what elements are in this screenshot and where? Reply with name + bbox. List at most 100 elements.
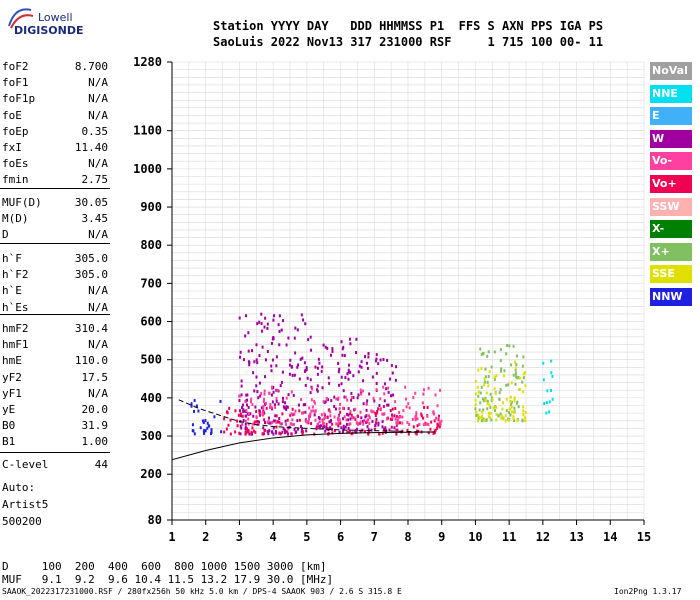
echo-point xyxy=(522,413,525,417)
echo-point xyxy=(321,422,324,426)
echo-point xyxy=(513,399,516,403)
echo-point xyxy=(391,413,394,417)
echo-point xyxy=(503,374,506,378)
echo-point xyxy=(353,408,356,412)
echo-point xyxy=(518,376,521,380)
echo-point xyxy=(301,356,304,360)
echo-point xyxy=(274,414,277,418)
legend-item-w: W xyxy=(650,129,692,148)
header-row-labels: Station YYYY DAY DDD HHMMSS P1 FFS S AXN… xyxy=(213,19,604,33)
echo-point xyxy=(516,354,519,358)
footer-file-info: SAAOK_2022317231000.RSF / 280fx256h 50 k… xyxy=(2,587,402,596)
echo-point xyxy=(405,397,408,401)
echo-point xyxy=(281,430,284,434)
echo-point xyxy=(432,431,435,435)
echo-point xyxy=(348,337,351,341)
echo-point xyxy=(310,422,313,426)
echo-point xyxy=(347,407,350,411)
echo-point xyxy=(481,397,484,401)
echo-point xyxy=(275,425,278,429)
echo-point xyxy=(264,375,267,379)
echo-point xyxy=(249,412,252,416)
echo-point xyxy=(505,409,508,413)
echo-point xyxy=(247,417,250,421)
echo-point xyxy=(482,399,485,403)
echo-point xyxy=(489,416,492,420)
echo-point xyxy=(495,412,498,416)
param-name: D xyxy=(2,228,9,242)
echo-point xyxy=(326,426,329,430)
echo-point xyxy=(281,400,284,404)
echo-point xyxy=(239,414,242,418)
echo-point xyxy=(484,399,487,403)
echo-point xyxy=(374,411,377,415)
echo-point xyxy=(283,406,286,410)
param-name: foE xyxy=(2,108,22,122)
echo-point xyxy=(524,416,527,420)
echo-point xyxy=(298,418,301,422)
echo-point xyxy=(263,428,266,432)
echo-point xyxy=(506,343,509,347)
param-row: h`F 305.0 xyxy=(2,252,108,266)
echo-point xyxy=(344,425,347,429)
echo-point xyxy=(354,430,357,434)
echo-point xyxy=(364,415,367,419)
echo-point xyxy=(545,401,548,405)
y-tick-label: 1000 xyxy=(133,162,162,176)
echo-point xyxy=(515,401,518,405)
param-name: B1 xyxy=(2,435,16,449)
echo-point xyxy=(349,409,352,413)
echo-point xyxy=(341,430,344,434)
echo-point xyxy=(238,431,241,435)
echo-point xyxy=(375,388,378,392)
param-row: hmE 110.0 xyxy=(2,354,108,368)
echo-point xyxy=(481,352,484,356)
echo-point xyxy=(206,421,209,425)
param-value: N/A xyxy=(88,386,108,400)
echo-point xyxy=(516,418,519,422)
echo-point xyxy=(387,386,390,390)
param-row: hmF2 310.4 xyxy=(2,322,108,336)
echo-point xyxy=(377,423,380,427)
echo-point xyxy=(356,414,359,418)
echo-point xyxy=(255,420,258,424)
echo-point xyxy=(509,413,512,417)
echo-point xyxy=(550,371,553,375)
echo-point xyxy=(308,406,311,410)
echo-point xyxy=(223,417,226,421)
echo-point xyxy=(480,385,483,389)
echo-point xyxy=(510,381,513,385)
echo-point xyxy=(375,421,378,425)
echo-point xyxy=(414,431,417,435)
echo-point xyxy=(516,376,519,380)
echo-point xyxy=(370,409,373,413)
param-value: N/A xyxy=(88,157,108,171)
echo-point xyxy=(304,383,307,387)
echo-point xyxy=(271,400,274,404)
echo-point xyxy=(261,432,264,436)
echo-point xyxy=(389,417,392,421)
legend-item-x-: X+ xyxy=(650,242,692,261)
echo-point xyxy=(274,405,277,409)
echo-point xyxy=(354,407,357,411)
echo-point xyxy=(266,420,269,424)
echo-point xyxy=(357,393,360,397)
echo-point xyxy=(260,312,263,316)
echo-point xyxy=(278,314,281,318)
echo-point xyxy=(481,414,484,418)
echo-point xyxy=(416,424,419,428)
echo-point xyxy=(368,416,371,420)
param-value: 11.40 xyxy=(74,141,108,154)
echo-point xyxy=(347,413,350,417)
echo-point xyxy=(361,419,364,423)
echo-point xyxy=(254,430,257,434)
echo-point xyxy=(508,344,511,348)
echo-point xyxy=(433,429,436,433)
echo-point xyxy=(357,422,360,426)
echo-point xyxy=(342,345,345,349)
echo-point xyxy=(427,431,430,435)
echo-point xyxy=(388,428,391,432)
echo-point xyxy=(408,422,411,426)
echo-point xyxy=(284,419,287,423)
echo-point xyxy=(318,361,321,365)
